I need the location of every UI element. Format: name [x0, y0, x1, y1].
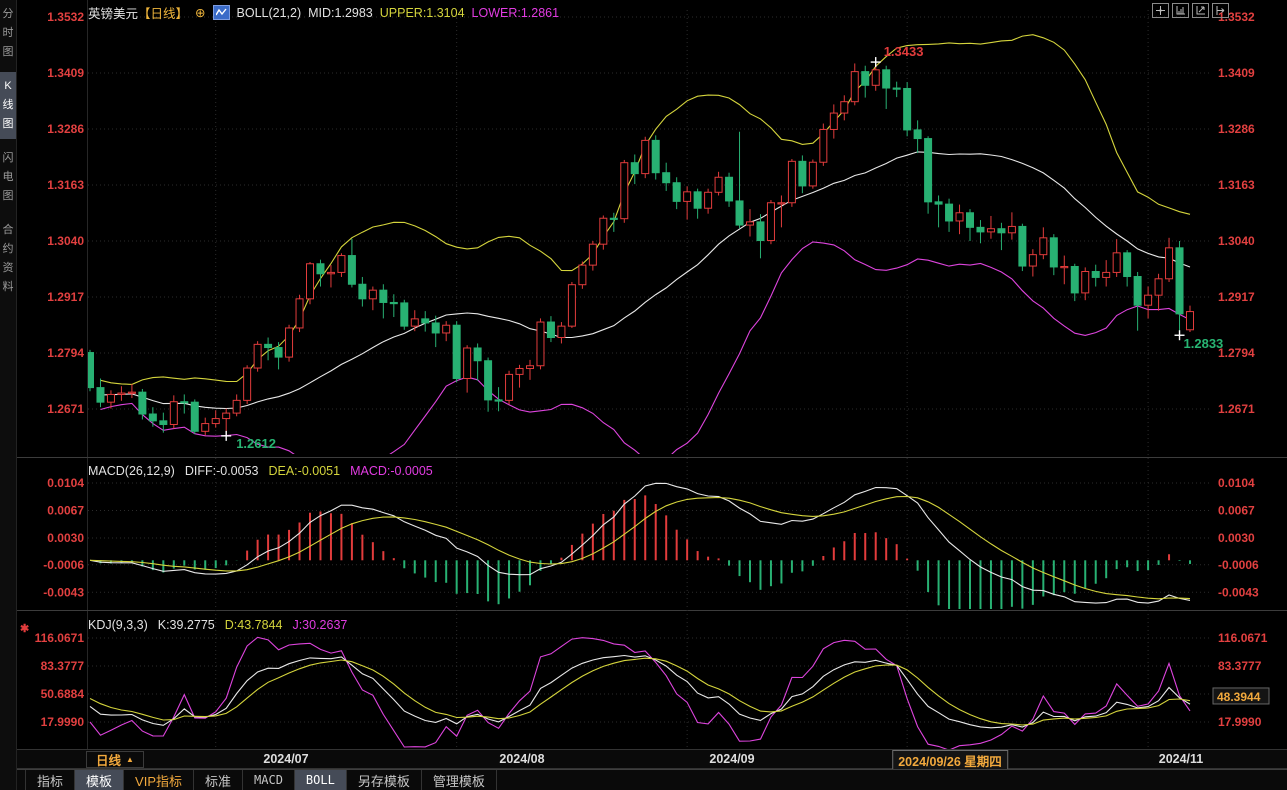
chevron-up-icon: ▲ [126, 755, 134, 764]
bottom-tab-2[interactable]: 模板 [75, 770, 125, 790]
axis-tick-label: 1.3163 [1218, 178, 1255, 192]
time-axis-label: 2024/09 [709, 752, 755, 766]
kdj-title: KDJ(9,3,3) [88, 618, 148, 632]
axis-tick-label: 0.0104 [1218, 476, 1255, 490]
sidebar-item-1[interactable]: 分时图 [2, 8, 14, 58]
axis-tick-label: 1.3163 [47, 178, 84, 192]
axis-tick-label: 17.9990 [1218, 715, 1262, 729]
axis-tick-label: 1.2917 [47, 290, 84, 304]
kdj-j-value: J:30.2637 [292, 618, 348, 632]
axis-tick-label: 1.3040 [1218, 234, 1255, 248]
axis-tick-label: 1.2794 [1218, 346, 1255, 360]
macd-macd-value: MACD:-0.0005 [350, 464, 433, 478]
axis-tick-label: 1.3286 [47, 122, 84, 136]
kdj-d-value: D:43.7844 [224, 618, 283, 632]
axis-tick-label: 17.9990 [41, 715, 85, 729]
mini-chart-icon[interactable] [212, 5, 230, 20]
macd-diff-value: DIFF:-0.0053 [184, 464, 259, 478]
axis-tick-label: 1.3532 [47, 10, 84, 24]
axis-tick-label: 0.0030 [1218, 531, 1255, 545]
axis-tick-label: 1.3040 [47, 234, 84, 248]
bottom-tab-6[interactable]: BOLL [294, 770, 347, 790]
highlighted-date-label: 2024/09/26 星期四 [892, 750, 1008, 771]
axis-tick-label: 1.3409 [1218, 66, 1255, 80]
bottom-tab-1[interactable]: 指标 [25, 770, 76, 790]
axis-tick-label: 0.0104 [47, 476, 84, 490]
time-axis-label: 2024/08 [499, 752, 545, 766]
period-label: 日线 [96, 754, 122, 768]
macd-title: MACD(26,12,9) [88, 464, 175, 478]
bottom-toolbar: 指标 模板 VIP指标 标准 MACD BOLL 另存模板 管理模板 [16, 769, 1287, 790]
axis-tick-label: 1.2671 [1218, 402, 1255, 416]
axis-tick-label: 1.2794 [47, 346, 84, 360]
crosshair-icon[interactable] [1152, 3, 1169, 18]
axis-scale-icon[interactable] [1172, 3, 1189, 18]
axis-tick-label: 48.3944 [1217, 690, 1261, 704]
boll-lower-value: LOWER:1.2861 [471, 5, 560, 20]
price-annotation: 1.2833 [1184, 336, 1224, 351]
macd-dea-value: DEA:-0.0051 [268, 464, 341, 478]
axis-tick-label: 0.0067 [1218, 504, 1255, 518]
sidebar-item-4[interactable]: 合约资料 [2, 224, 14, 293]
bottom-tab-3[interactable]: VIP指标 [124, 770, 194, 790]
price-annotation: 1.2612 [236, 436, 276, 451]
symbol-title: 英镑美元【日线】 [88, 7, 189, 21]
axis-tick-label: 1.3409 [47, 66, 84, 80]
axis-tick-label: -0.0043 [43, 585, 84, 599]
axis-tick-label: 83.3777 [1218, 659, 1262, 673]
bottom-tab-8[interactable]: 管理模板 [422, 770, 497, 790]
axis-tick-label: 1.2671 [47, 402, 84, 416]
axis-tick-label: 50.6884 [1218, 687, 1262, 701]
axis-tick-label: 0.0067 [47, 504, 84, 518]
axis-tick-label: 50.6884 [41, 687, 85, 701]
bottom-tab-5[interactable]: MACD [243, 770, 295, 790]
kdj-k-value: K:39.2775 [157, 618, 215, 632]
axis-tick-label: 1.3286 [1218, 122, 1255, 136]
axis-tick-label: 116.0671 [1218, 631, 1268, 645]
kdj-header: KDJ(9,3,3) K:39.2775 D:43.7844 J:30.2637 [88, 618, 347, 632]
time-axis: 2024/07 2024/08 2024/09 2024/11 2024/09/26 星… [16, 749, 1287, 771]
axis-tick-label: 116.0671 [35, 631, 85, 645]
period-selector[interactable]: 日线 ▲ [86, 751, 144, 768]
sidebar-item-3[interactable]: 闪电图 [2, 152, 14, 202]
axis-tick-label: -0.0043 [1218, 585, 1259, 599]
axis-tick-label: -0.0006 [43, 558, 84, 572]
time-axis-label: 2024/07 [263, 752, 309, 766]
indicator-star-icon[interactable]: ✱ [20, 623, 30, 635]
pane-shift-icon[interactable] [1212, 3, 1229, 18]
macd-header: MACD(26,12,9) DIFF:-0.0053 DEA:-0.0051 M… [88, 464, 433, 478]
axis-tick-label: 83.3777 [41, 659, 85, 673]
boll-upper-value: UPPER:1.3104 [379, 5, 465, 20]
axis-tick-label: 0.0030 [47, 531, 84, 545]
axis-zoom-icon[interactable] [1192, 3, 1209, 18]
chart-header: 英镑美元【日线】 ⊕ BOLL(21,2) MID:1.2983 UPPER:1… [88, 3, 559, 22]
axis-tick-label: 1.2917 [1218, 290, 1255, 304]
expand-icon[interactable]: ⊕ [195, 6, 206, 20]
period-bracket: 【日线】 [138, 7, 189, 21]
time-axis-label: 2024/11 [1158, 752, 1204, 766]
window-icon-toolbar [1152, 3, 1229, 18]
bottom-tab-4[interactable]: 标准 [194, 770, 244, 790]
bottom-tab-7[interactable]: 另存模板 [347, 770, 422, 790]
price-annotation: 1.3433 [884, 44, 924, 59]
boll-mid-value: MID:1.2983 [308, 5, 373, 20]
boll-indicator-label: BOLL(21,2) [236, 5, 302, 20]
axis-tick-label: -0.0006 [1218, 558, 1259, 572]
